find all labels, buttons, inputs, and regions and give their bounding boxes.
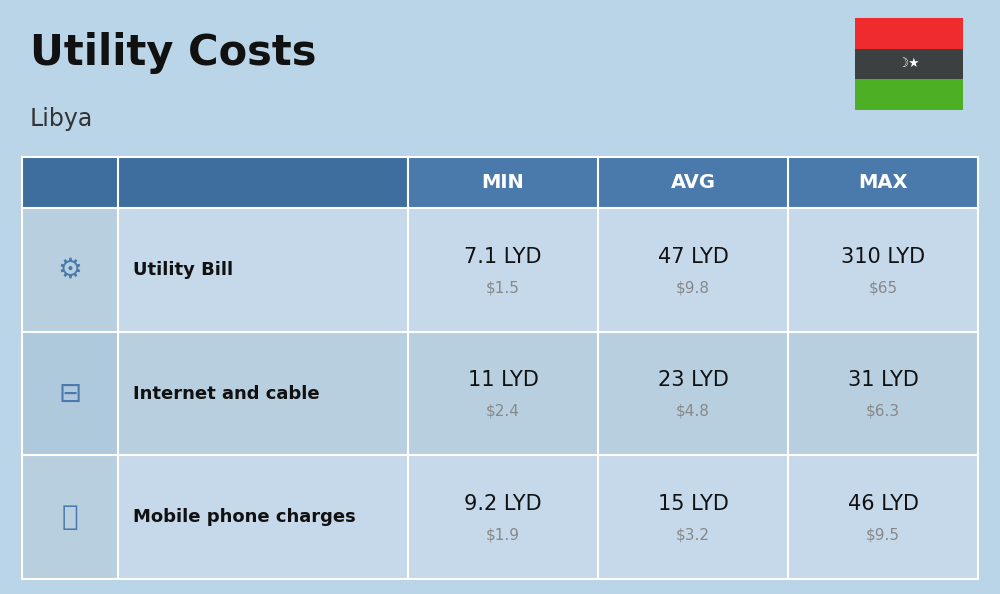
FancyBboxPatch shape	[855, 49, 963, 79]
Text: MAX: MAX	[858, 173, 908, 192]
Text: 47 LYD: 47 LYD	[658, 247, 728, 267]
FancyBboxPatch shape	[22, 208, 978, 331]
Text: $9.8: $9.8	[676, 280, 710, 295]
Text: $65: $65	[868, 280, 898, 295]
Text: 46 LYD: 46 LYD	[848, 494, 918, 514]
Text: 7.1 LYD: 7.1 LYD	[464, 247, 542, 267]
Text: 11 LYD: 11 LYD	[468, 371, 538, 390]
Text: 15 LYD: 15 LYD	[658, 494, 728, 514]
FancyBboxPatch shape	[22, 157, 118, 208]
Text: Mobile phone charges: Mobile phone charges	[133, 508, 356, 526]
Text: Internet and cable: Internet and cable	[133, 384, 320, 403]
FancyBboxPatch shape	[22, 331, 978, 456]
FancyBboxPatch shape	[855, 18, 963, 49]
FancyBboxPatch shape	[22, 331, 118, 456]
Text: 9.2 LYD: 9.2 LYD	[464, 494, 542, 514]
Text: ⊟: ⊟	[58, 380, 82, 407]
Text: 31 LYD: 31 LYD	[848, 371, 918, 390]
Text: $4.8: $4.8	[676, 404, 710, 419]
Text: $2.4: $2.4	[486, 404, 520, 419]
Text: $1.5: $1.5	[486, 280, 520, 295]
FancyBboxPatch shape	[22, 456, 978, 579]
Text: Utility Costs: Utility Costs	[30, 33, 316, 74]
Text: Utility Bill: Utility Bill	[133, 261, 233, 279]
Text: ☽★: ☽★	[898, 58, 920, 70]
Text: ⚙: ⚙	[58, 256, 82, 284]
Text: $1.9: $1.9	[486, 527, 520, 542]
Text: 310 LYD: 310 LYD	[841, 247, 925, 267]
Text: AVG: AVG	[671, 173, 716, 192]
FancyBboxPatch shape	[22, 157, 978, 208]
FancyBboxPatch shape	[118, 157, 408, 208]
FancyBboxPatch shape	[855, 79, 963, 110]
Text: Libya: Libya	[30, 107, 93, 131]
FancyBboxPatch shape	[22, 208, 118, 331]
Text: $6.3: $6.3	[866, 404, 900, 419]
Text: MIN: MIN	[482, 173, 524, 192]
FancyBboxPatch shape	[22, 456, 118, 579]
Text: 23 LYD: 23 LYD	[658, 371, 728, 390]
Text: $9.5: $9.5	[866, 527, 900, 542]
Text: 📱: 📱	[62, 503, 78, 531]
Text: $3.2: $3.2	[676, 527, 710, 542]
